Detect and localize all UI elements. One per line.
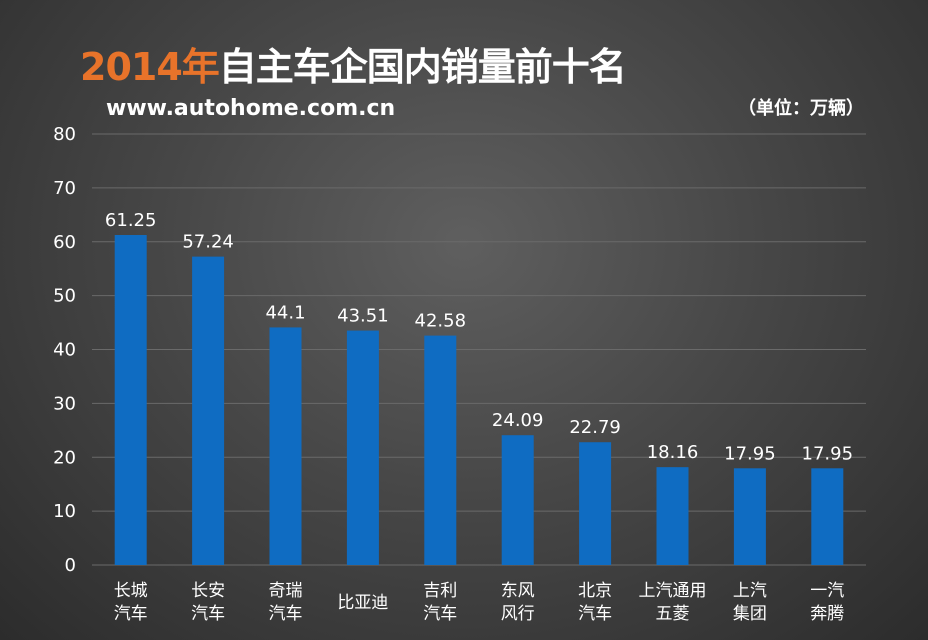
x-tick-label: 上汽通用五菱 — [639, 581, 707, 624]
y-tick-label: 50 — [53, 286, 76, 307]
data-label: 24.09 — [492, 410, 544, 431]
bar — [733, 468, 766, 565]
y-tick-label: 20 — [53, 447, 76, 468]
x-tick-label-line: 东风 — [501, 581, 535, 601]
bars — [114, 235, 844, 565]
bar — [501, 435, 534, 565]
x-tick-label-line: 集团 — [733, 604, 767, 624]
data-label: 57.24 — [182, 232, 234, 253]
x-tick-label-line: 奔腾 — [810, 604, 844, 624]
y-tick-label: 0 — [65, 555, 76, 576]
x-tick-label-line: 长安 — [191, 581, 225, 601]
chart-title-year: 2014年 — [80, 45, 220, 89]
x-tick-label: 一汽奔腾 — [810, 581, 844, 624]
bar — [579, 442, 612, 565]
x-tick-label: 北京汽车 — [578, 581, 612, 624]
x-tick-label-line: 五菱 — [656, 604, 690, 624]
x-tick-label-line: 汽车 — [423, 604, 457, 624]
data-label: 18.16 — [647, 442, 699, 463]
data-label: 17.95 — [724, 443, 776, 464]
x-tick-label: 长城汽车 — [114, 581, 148, 624]
x-tick-label-line: 汽车 — [191, 604, 225, 624]
data-labels: 61.25 57.24 44.1 43.51 42.58 24.09 22.79 18.16 1… — [105, 210, 853, 464]
chart-title: 2014年自主车企国内销量前十名 — [80, 36, 627, 91]
x-tick-label: 比亚迪 — [337, 593, 388, 613]
x-tick-label: 吉利汽车 — [423, 581, 457, 624]
x-tick-label: 奇瑞汽车 — [269, 581, 303, 624]
bar — [656, 467, 689, 565]
bar — [424, 335, 457, 565]
y-tick-label: 70 — [53, 178, 76, 199]
data-label: 43.51 — [337, 306, 389, 327]
y-tick-label: 80 — [53, 124, 76, 145]
bar — [811, 468, 844, 565]
bar — [114, 235, 147, 565]
x-tick-label-line: 长城 — [114, 581, 148, 601]
x-axis: 长城汽车长安汽车奇瑞汽车比亚迪吉利汽车东风风行北京汽车上汽通用五菱上汽集团一汽奔… — [114, 581, 845, 624]
chart-title-text: 自主车企国内销量前十名 — [218, 45, 627, 89]
y-tick-label: 10 — [53, 501, 76, 522]
x-tick-label: 长安汽车 — [191, 581, 225, 624]
x-tick-label-line: 风行 — [501, 604, 535, 624]
data-label: 17.95 — [802, 443, 854, 464]
data-label: 22.79 — [569, 417, 621, 438]
x-tick-label-line: 汽车 — [269, 604, 303, 624]
source-watermark: www.autohome.com.cn — [106, 96, 396, 121]
x-tick-label-line: 上汽通用 — [639, 581, 707, 601]
x-tick-label-line: 北京 — [578, 581, 612, 601]
x-tick-label-line: 汽车 — [114, 604, 148, 624]
y-tick-label: 40 — [53, 340, 76, 361]
x-tick-label: 东风风行 — [501, 581, 535, 624]
y-tick-label: 30 — [53, 393, 76, 414]
data-label: 42.58 — [415, 311, 467, 332]
y-axis: 0 10 20 30 40 50 60 70 80 — [53, 124, 76, 576]
bar — [192, 256, 225, 565]
unit-label: （单位：万辆） — [738, 98, 864, 119]
bar — [346, 330, 379, 565]
x-tick-label-line: 吉利 — [423, 581, 457, 601]
data-label: 61.25 — [105, 210, 157, 231]
y-tick-label: 60 — [53, 232, 76, 253]
x-tick-label-line: 上汽 — [733, 581, 767, 601]
x-tick-label-line: 一汽 — [810, 581, 844, 601]
x-tick-label-line: 奇瑞 — [269, 581, 303, 601]
x-tick-label-line: 比亚迪 — [337, 593, 388, 613]
x-tick-label: 上汽集团 — [733, 581, 767, 624]
bar — [269, 327, 302, 565]
x-tick-label-line: 汽车 — [578, 604, 612, 624]
data-label: 44.1 — [265, 302, 305, 323]
